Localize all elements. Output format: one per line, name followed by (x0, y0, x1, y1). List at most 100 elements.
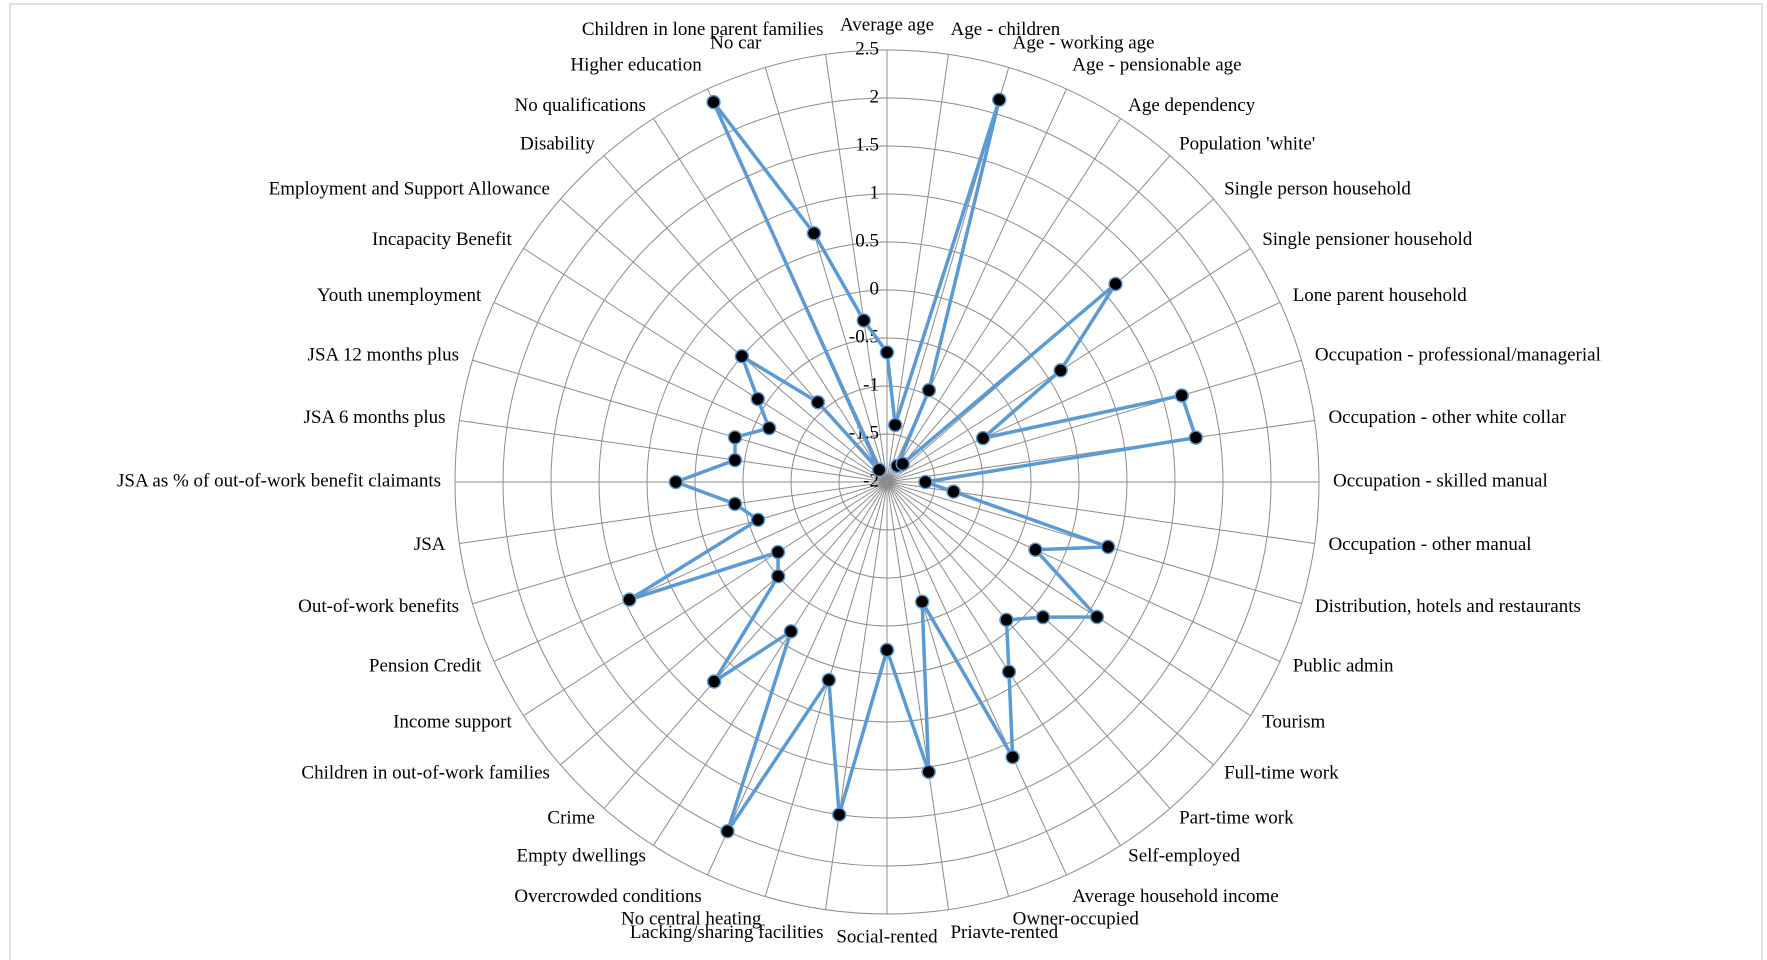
spoke (886, 118, 1121, 483)
data-point (1100, 539, 1116, 555)
data-point (1108, 276, 1123, 292)
category-label: Average age (840, 14, 934, 35)
category-label: Youth unemployment (317, 285, 482, 306)
category-label: Full-time work (1224, 762, 1339, 783)
category-label: Employment and Support Allowance (269, 178, 550, 199)
category-label: Single pensioner household (1262, 229, 1473, 250)
axis-tick-label: 1 (870, 182, 880, 203)
data-point (918, 474, 933, 490)
data-point (887, 417, 903, 433)
spoke (886, 481, 1171, 809)
data-point (821, 672, 837, 688)
spoke (523, 248, 888, 483)
category-label: Occupation - other manual (1328, 534, 1531, 555)
category-label: Self-employed (1128, 846, 1240, 867)
spoke (886, 481, 1251, 716)
spoke (886, 481, 1121, 846)
category-label: Occupation - professional/managerial (1315, 345, 1601, 366)
category-label: Part-time work (1179, 807, 1294, 828)
data-point (727, 430, 743, 445)
spoke (886, 481, 1010, 897)
category-label: Children in lone parent families (582, 19, 824, 40)
category-label: Average household income (1072, 886, 1278, 907)
data-point (914, 594, 930, 609)
spoke (707, 481, 888, 876)
category-label: Tourism (1262, 711, 1325, 732)
category-label: Public admin (1293, 656, 1394, 677)
data-point (1005, 749, 1020, 765)
category-label: Lacking/sharing facilities (630, 922, 824, 943)
data-point (810, 394, 826, 410)
data-point (727, 496, 743, 512)
data-point (750, 391, 766, 407)
spoke (653, 481, 888, 846)
data-point (1028, 542, 1043, 558)
axis-tick-label: 2 (870, 86, 880, 107)
data-point (622, 592, 637, 607)
data-point (1001, 664, 1017, 680)
data-point (783, 624, 799, 639)
spoke (764, 67, 888, 483)
spoke (886, 481, 1067, 876)
category-label: Single person household (1224, 178, 1411, 199)
spoke (459, 481, 888, 544)
spoke (886, 481, 1281, 662)
spoke (886, 155, 1171, 483)
spoke (825, 481, 888, 910)
spoke (493, 481, 888, 662)
category-label: Incapacity Benefit (372, 229, 513, 250)
axis-tick-label: 0 (870, 278, 880, 299)
spoke (825, 54, 888, 483)
data-point (706, 674, 722, 689)
category-label: Age - working age (1013, 32, 1155, 53)
data-point (879, 345, 895, 360)
axis-tick-label: -1 (863, 374, 879, 395)
data-point (856, 313, 872, 328)
data-point (921, 764, 936, 780)
data-point (770, 544, 786, 560)
category-label: Lone parent household (1293, 285, 1468, 306)
data-point (806, 226, 822, 241)
category-label: Crime (547, 807, 595, 828)
category-label: Occupation - skilled manual (1333, 470, 1548, 491)
spoke (472, 481, 888, 605)
data-point (946, 484, 961, 499)
data-point (879, 642, 895, 658)
category-label: No car (710, 32, 762, 53)
category-label: No central heating (621, 908, 762, 929)
data-point (999, 612, 1014, 628)
data-point (991, 92, 1007, 107)
data-point (831, 807, 847, 822)
data-point (706, 94, 721, 110)
category-label: Children in out-of-work families (301, 762, 550, 783)
data-point (921, 383, 937, 398)
spoke (886, 481, 1214, 766)
category-label: Income support (393, 711, 512, 732)
axis-tick-label: 1.5 (855, 134, 879, 155)
spoke (886, 420, 1315, 483)
category-label: Social-rented (836, 926, 938, 947)
spoke (886, 302, 1281, 483)
category-label: JSA 12 months plus (308, 345, 460, 366)
spoke (472, 359, 888, 483)
spoke (523, 481, 888, 716)
data-point (770, 569, 786, 584)
axis-tick-label: 2.5 (855, 38, 879, 59)
spoke (886, 359, 1302, 483)
data-point (1188, 430, 1204, 445)
spoke (560, 481, 888, 766)
data-point (761, 420, 777, 436)
data-point (727, 452, 743, 468)
category-label: Overcrowded conditions (514, 886, 701, 907)
data-point (1089, 609, 1105, 625)
category-label: Out-of-work benefits (298, 596, 459, 617)
data-point (1174, 388, 1190, 403)
category-label: No qualifications (514, 95, 645, 116)
data-point (720, 824, 735, 839)
data-point (975, 430, 991, 446)
data-point (871, 462, 887, 478)
category-label: Distribution, hotels and restaurants (1315, 596, 1581, 617)
data-point (750, 512, 766, 528)
data-point (1035, 609, 1051, 625)
